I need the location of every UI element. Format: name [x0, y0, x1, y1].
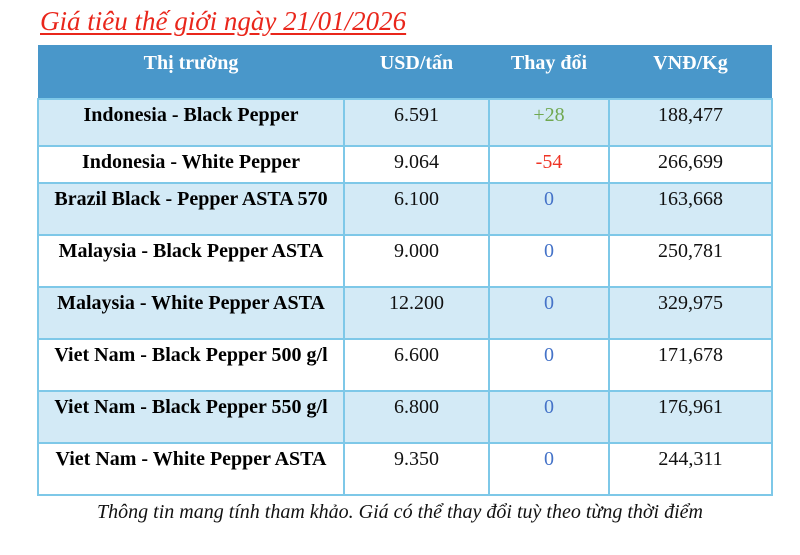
vnd-cell: 266,699	[608, 145, 773, 184]
market-cell: Malaysia - White Pepper ASTA	[37, 286, 345, 340]
market-cell: Viet Nam - Black Pepper 500 g/l	[37, 338, 345, 392]
vnd-cell: 176,961	[608, 390, 773, 444]
pepper-price-table: Thị trường USD/tấn Thay đổi VNĐ/Kg Indon…	[37, 45, 773, 496]
table-header: Thị trường USD/tấn Thay đổi VNĐ/Kg	[38, 45, 772, 99]
table-row: Brazil Black - Pepper ASTA 570 6.100 0 163,…	[37, 182, 773, 236]
column-header-market: Thị trường	[38, 45, 344, 99]
disclaimer-note: Thông tin mang tính tham khảo. Giá có th…	[97, 501, 703, 523]
table-row: Viet Nam - White Pepper ASTA 9.350 0 244,31…	[37, 442, 773, 496]
market-cell: Malaysia - Black Pepper ASTA	[37, 234, 345, 288]
page-title: Giá tiêu thế giới ngày 21/01/2026	[40, 6, 407, 36]
vnd-cell: 250,781	[608, 234, 773, 288]
usd-cell: 6.600	[343, 338, 490, 392]
change-cell: +28	[488, 98, 610, 147]
market-cell: Viet Nam - White Pepper ASTA	[37, 442, 345, 496]
market-cell: Indonesia - Black Pepper	[37, 98, 345, 147]
vnd-cell: 163,668	[608, 182, 773, 236]
market-cell: Brazil Black - Pepper ASTA 570	[37, 182, 345, 236]
market-cell: Viet Nam - Black Pepper 550 g/l	[37, 390, 345, 444]
usd-cell: 6.591	[343, 98, 490, 147]
change-cell: 0	[488, 390, 610, 444]
vnd-cell: 171,678	[608, 338, 773, 392]
vnd-cell: 244,311	[608, 442, 773, 496]
vnd-cell: 188,477	[608, 98, 773, 147]
table-row: Viet Nam - Black Pepper 550 g/l 6.800 0 176…	[37, 390, 773, 444]
table-row: Malaysia - Black Pepper ASTA 9.000 0 250,78…	[37, 234, 773, 288]
table-row: Viet Nam - Black Pepper 500 g/l 6.600 0 171…	[37, 338, 773, 392]
table-row: Malaysia - White Pepper ASTA 12.200 0 329,9…	[37, 286, 773, 340]
header-row: Thị trường USD/tấn Thay đổi VNĐ/Kg	[38, 45, 772, 99]
vnd-cell: 329,975	[608, 286, 773, 340]
table-row: Indonesia - Black Pepper 6.591 +28 188,477	[37, 98, 773, 147]
change-cell: -54	[488, 145, 610, 184]
usd-cell: 9.350	[343, 442, 490, 496]
column-header-usd: USD/tấn	[344, 45, 489, 99]
usd-cell: 12.200	[343, 286, 490, 340]
usd-cell: 9.000	[343, 234, 490, 288]
column-header-vnd: VNĐ/Kg	[609, 45, 772, 99]
change-cell: 0	[488, 234, 610, 288]
usd-cell: 6.100	[343, 182, 490, 236]
usd-cell: 6.800	[343, 390, 490, 444]
usd-cell: 9.064	[343, 145, 490, 184]
table-row: Indonesia - White Pepper 9.064 -54 266,699	[37, 145, 773, 184]
table-body: Indonesia - Black Pepper 6.591 +28 188,477 I…	[37, 98, 773, 496]
change-cell: 0	[488, 338, 610, 392]
change-cell: 0	[488, 182, 610, 236]
change-cell: 0	[488, 442, 610, 496]
market-cell: Indonesia - White Pepper	[37, 145, 345, 184]
change-cell: 0	[488, 286, 610, 340]
column-header-change: Thay đổi	[489, 45, 609, 99]
